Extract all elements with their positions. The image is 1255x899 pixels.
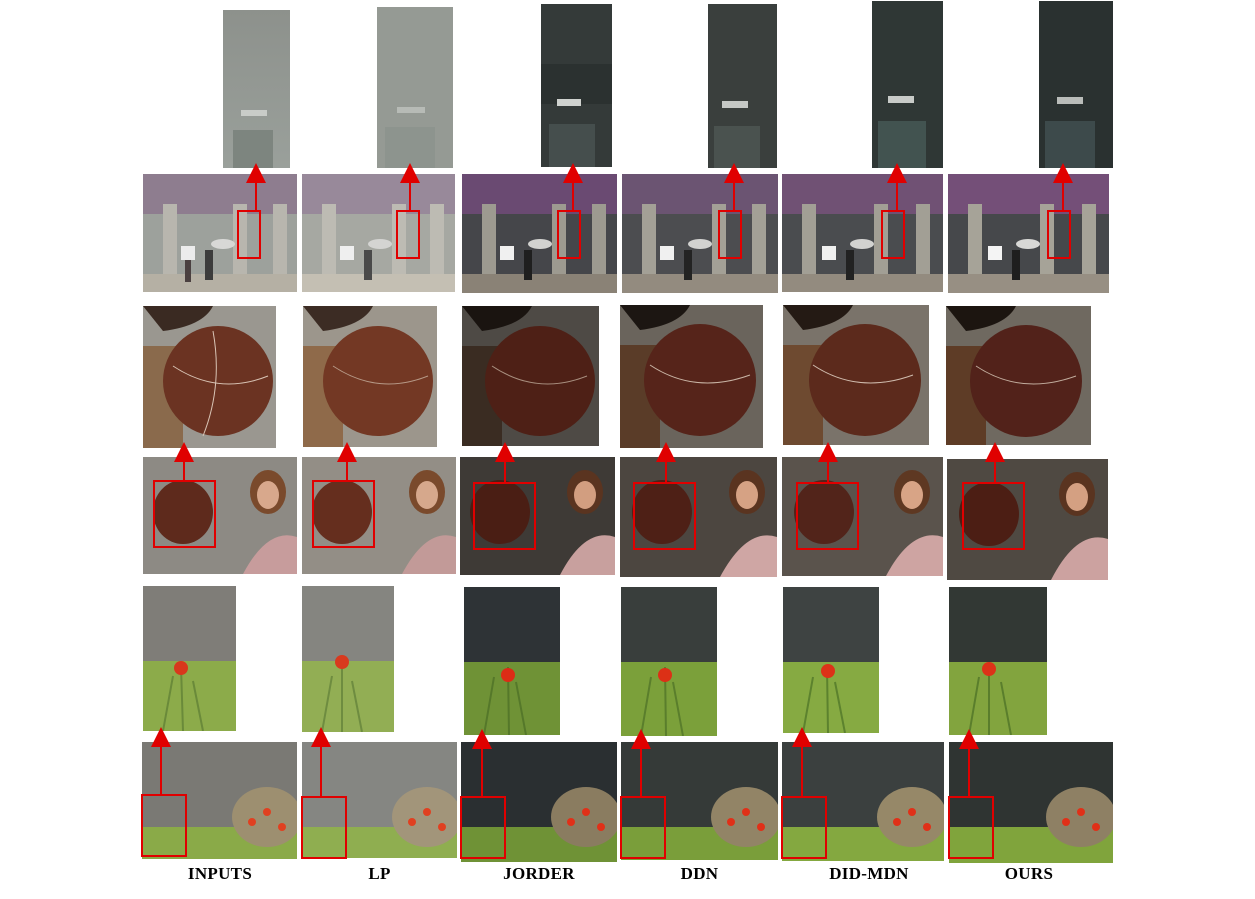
street-full-lp [302, 174, 455, 292]
column-label-lp: LP [368, 864, 391, 883]
flower-full-ours [949, 742, 1113, 863]
street-zoom-ddn [708, 4, 777, 168]
flower-zoom-ddn [621, 587, 717, 736]
portrait-zoom-ddn [620, 305, 763, 448]
portrait-full-did-mdn [782, 457, 943, 576]
portrait-full-jorder [460, 457, 615, 575]
street-full-ours [948, 174, 1109, 293]
portrait-full-ours [947, 459, 1108, 580]
street-zoom-did-mdn [872, 1, 943, 168]
column-label-ddn: DDN [680, 864, 719, 883]
flower-full-did-mdn [782, 742, 944, 861]
portrait-full-ddn [620, 457, 777, 577]
flower-full-ddn [621, 742, 778, 860]
portrait-zoom-did-mdn [783, 305, 929, 445]
portrait-zoom-ours [946, 306, 1091, 445]
column-label-ours: OURS [1004, 864, 1054, 883]
flower-full-inputs [142, 742, 297, 859]
flower-zoom-jorder [464, 587, 560, 735]
street-zoom-jorder [541, 4, 612, 167]
portrait-full-lp [302, 457, 456, 574]
portrait-full-inputs [143, 457, 297, 574]
column-label-inputs: INPUTS [187, 864, 253, 883]
column-label-jorder: JORDER [503, 864, 575, 883]
flower-zoom-lp [302, 586, 394, 732]
portrait-zoom-lp [303, 306, 437, 447]
street-full-ddn [622, 174, 778, 293]
column-label-did-mdn: DID-MDN [829, 864, 909, 883]
portrait-zoom-jorder [462, 306, 599, 446]
flower-zoom-did-mdn [783, 587, 879, 733]
street-zoom-inputs [223, 10, 290, 168]
flower-full-lp [302, 742, 457, 858]
portrait-zoom-inputs [143, 306, 276, 448]
flower-zoom-inputs [143, 586, 236, 731]
street-full-did-mdn [782, 174, 943, 292]
flower-zoom-ours [949, 587, 1047, 735]
street-full-inputs [143, 174, 297, 292]
street-zoom-ours [1039, 1, 1113, 168]
flower-full-jorder [461, 742, 617, 862]
street-zoom-lp [377, 7, 453, 168]
street-full-jorder [462, 174, 617, 293]
